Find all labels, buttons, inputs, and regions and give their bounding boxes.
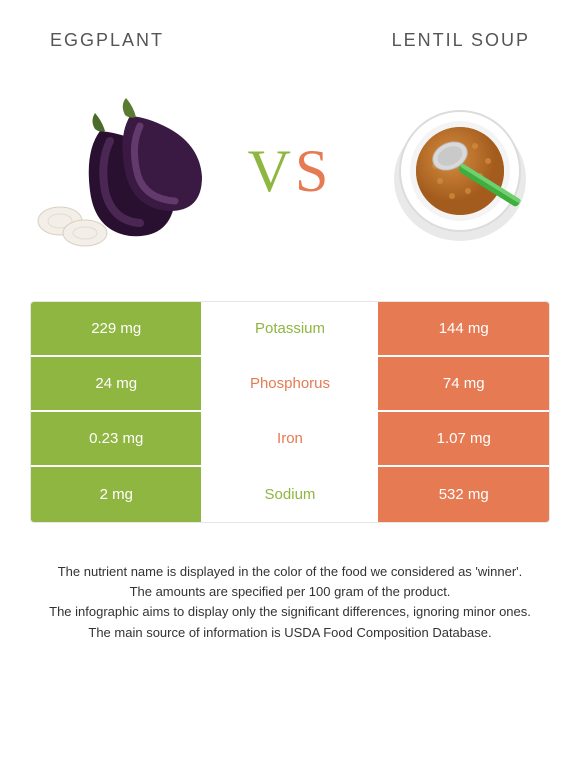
table-row: 2 mgSodium532 mg (31, 467, 549, 522)
left-value: 24 mg (31, 357, 203, 410)
footnote-line: The nutrient name is displayed in the co… (40, 563, 540, 581)
eggplant-icon (30, 91, 210, 251)
right-value: 532 mg (376, 467, 548, 522)
left-food-title: Eggplant (50, 30, 164, 51)
left-value: 229 mg (31, 302, 203, 355)
nutrient-table: 229 mgPotassium144 mg24 mgPhosphorus74 m… (30, 301, 550, 523)
footnote-line: The infographic aims to display only the… (40, 603, 540, 621)
table-row: 0.23 mgIron1.07 mg (31, 412, 549, 467)
nutrient-name: Sodium (203, 467, 376, 522)
table-row: 229 mgPotassium144 mg (31, 302, 549, 357)
right-food-title: Lentil soup (392, 30, 530, 51)
left-value: 2 mg (31, 467, 203, 522)
header-row: Eggplant Lentil soup (30, 30, 550, 61)
left-value: 0.23 mg (31, 412, 203, 465)
footnote-line: The amounts are specified per 100 gram o… (40, 583, 540, 601)
nutrient-name: Phosphorus (203, 357, 376, 410)
nutrient-name: Potassium (203, 302, 376, 355)
footnote-line: The main source of information is USDA F… (40, 624, 540, 642)
vs-label: VS (248, 137, 333, 206)
left-food-image (30, 81, 210, 261)
nutrient-name: Iron (203, 412, 376, 465)
right-value: 1.07 mg (376, 412, 548, 465)
images-row: VS (30, 71, 550, 271)
right-value: 74 mg (376, 357, 548, 410)
footnotes: The nutrient name is displayed in the co… (30, 563, 550, 642)
right-food-image (370, 81, 550, 261)
table-row: 24 mgPhosphorus74 mg (31, 357, 549, 412)
right-value: 144 mg (376, 302, 548, 355)
lentil-soup-icon (380, 91, 540, 251)
